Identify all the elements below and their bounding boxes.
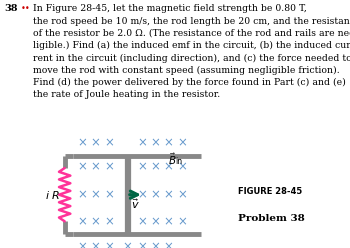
Text: ×: × bbox=[150, 216, 160, 229]
Text: ×: × bbox=[77, 137, 88, 150]
Text: ••: •• bbox=[20, 4, 30, 13]
Text: ×: × bbox=[177, 216, 187, 229]
Text: ×: × bbox=[104, 161, 114, 174]
Text: ×: × bbox=[164, 137, 174, 150]
Text: ×: × bbox=[150, 137, 160, 150]
Text: ×: × bbox=[77, 216, 88, 229]
Text: $i$: $i$ bbox=[45, 189, 50, 201]
Text: ×: × bbox=[77, 240, 88, 248]
Text: $\vec{v}$: $\vec{v}$ bbox=[131, 198, 140, 211]
Text: ×: × bbox=[164, 188, 174, 201]
Text: ×: × bbox=[137, 240, 147, 248]
Text: ×: × bbox=[137, 216, 147, 229]
Text: ×: × bbox=[137, 188, 147, 201]
Text: In Figure 28-45, let the magnetic field strength be 0.80 T,
the rod speed be 10 : In Figure 28-45, let the magnetic field … bbox=[33, 4, 350, 99]
Text: ×: × bbox=[104, 216, 114, 229]
Text: 38: 38 bbox=[4, 4, 18, 13]
Text: ×: × bbox=[177, 137, 187, 150]
Text: ×: × bbox=[164, 216, 174, 229]
Text: ×: × bbox=[77, 161, 88, 174]
Text: FIGURE 28-45: FIGURE 28-45 bbox=[238, 187, 302, 196]
Text: ×: × bbox=[91, 240, 101, 248]
Text: ×: × bbox=[104, 137, 114, 150]
Text: Problem 38: Problem 38 bbox=[238, 214, 305, 223]
Text: ×: × bbox=[91, 188, 101, 201]
Text: $\vec{B}$: $\vec{B}$ bbox=[168, 151, 176, 167]
Text: ×: × bbox=[150, 188, 160, 201]
Text: ×: × bbox=[77, 188, 88, 201]
Text: ×: × bbox=[104, 188, 114, 201]
Text: ×: × bbox=[91, 161, 101, 174]
Text: ×: × bbox=[137, 137, 147, 150]
Text: $R$: $R$ bbox=[51, 189, 60, 201]
Text: ×: × bbox=[91, 216, 101, 229]
Text: ×: × bbox=[137, 161, 147, 174]
Text: ×: × bbox=[150, 161, 160, 174]
Text: ×: × bbox=[164, 161, 174, 174]
Text: ×: × bbox=[164, 240, 174, 248]
Text: ×: × bbox=[104, 240, 114, 248]
Text: ×: × bbox=[123, 240, 133, 248]
Text: ×: × bbox=[150, 240, 160, 248]
Text: in: in bbox=[175, 157, 183, 166]
Text: ×: × bbox=[177, 188, 187, 201]
Text: ×: × bbox=[91, 137, 101, 150]
Text: ×: × bbox=[177, 161, 187, 174]
